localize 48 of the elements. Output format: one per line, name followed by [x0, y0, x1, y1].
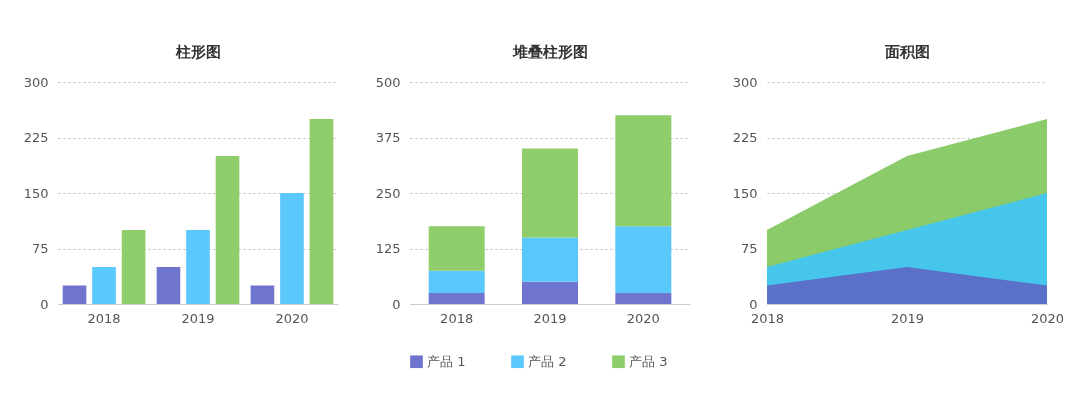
chart-title: 面积图: [883, 43, 930, 61]
x-tick-label: 2018: [750, 310, 785, 326]
legend-label: 产品 1: [427, 353, 466, 369]
x-tick-label: 2020: [626, 310, 660, 326]
y-tick-label: 500: [375, 74, 401, 90]
x-tick-label: 2019: [890, 310, 925, 326]
bar: [615, 115, 672, 227]
bar: [615, 226, 672, 293]
x-tick-label: 2020: [275, 310, 309, 326]
bar: [156, 267, 181, 304]
y-tick-label: 75: [740, 241, 758, 256]
legend-label: 产品 2: [528, 353, 567, 369]
x-tick-label: 2019: [181, 310, 215, 326]
y-tick-label: 250: [375, 185, 401, 201]
bar: [428, 226, 485, 271]
bar: [522, 148, 578, 238]
x-tick-label: 2018: [87, 310, 121, 326]
bar: [615, 292, 672, 304]
y-tick-label: 0: [40, 296, 49, 312]
y-tick-label: 300: [23, 74, 49, 90]
y-tick-label: 150: [23, 185, 49, 201]
chart-title: 柱形图: [174, 43, 221, 61]
y-tick-label: 125: [375, 241, 401, 256]
x-tick-label: 2019: [533, 310, 567, 326]
bar: [522, 281, 578, 304]
bar: [62, 285, 87, 304]
chart-title: 堆叠柱形图: [511, 43, 588, 61]
y-tick-label: 225: [23, 130, 49, 145]
bar: [250, 285, 275, 304]
y-tick-label: 300: [732, 74, 758, 90]
bar: [428, 270, 485, 293]
bar: [309, 119, 334, 304]
bar: [92, 267, 116, 304]
bar: [280, 193, 304, 304]
x-tick-label: 2020: [1030, 310, 1065, 326]
y-tick-label: 375: [375, 130, 401, 145]
bar: [121, 230, 146, 304]
y-tick-label: 225: [732, 130, 758, 145]
x-tick-label: 2018: [440, 310, 474, 326]
y-tick-label: 0: [749, 296, 758, 312]
bar: [428, 292, 485, 304]
bar: [186, 230, 210, 304]
y-tick-label: 150: [732, 185, 758, 201]
bar: [215, 156, 240, 304]
y-tick-label: 0: [392, 296, 401, 312]
y-tick-label: 75: [31, 241, 49, 256]
bar: [522, 237, 578, 282]
legend-label: 产品 3: [629, 353, 668, 369]
